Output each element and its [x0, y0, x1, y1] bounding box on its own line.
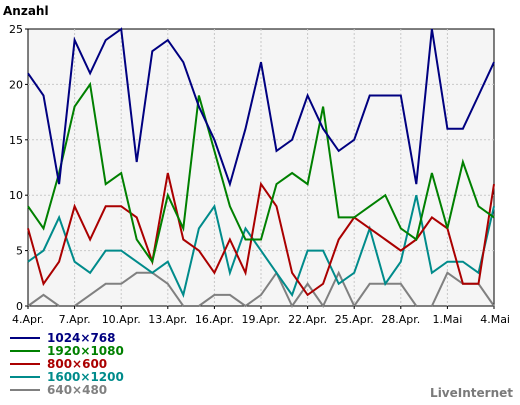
- x-tick-label: 1.Mai: [433, 313, 463, 326]
- legend-label: 1920×1080: [47, 344, 124, 358]
- x-tick-label: 4.Mai: [480, 313, 510, 326]
- series-line-2: [27, 81, 495, 265]
- legend-label: 640×480: [47, 383, 107, 397]
- brand-logo-text: LiveInternet: [430, 386, 513, 400]
- y-tick-label: 0: [16, 300, 23, 313]
- x-axis: 4.Apr. 7.Apr. 10.Apr. 13.Apr. 16.Apr. 19.Apr.…: [12, 306, 510, 326]
- series-line-4: [27, 194, 495, 298]
- x-tick-label: 13.Apr.: [148, 313, 187, 326]
- x-tick-label: 19.Apr.: [241, 313, 280, 326]
- legend-label: 1600×1200: [47, 370, 124, 384]
- y-tick-label: 15: [9, 134, 23, 147]
- y-tick-label: 10: [9, 189, 23, 202]
- x-tick-label: 7.Apr.: [59, 313, 91, 326]
- y-tick-label: 25: [9, 23, 23, 36]
- x-tick-label: 22.Apr.: [288, 313, 327, 326]
- x-tick-label: 25.Apr.: [335, 313, 374, 326]
- series-lines: [27, 27, 495, 308]
- legend-label: 800×600: [47, 357, 107, 371]
- x-tick-label: 28.Apr.: [381, 313, 420, 326]
- y-axis-title: Anzahl: [3, 4, 49, 18]
- series-line-1: [27, 27, 495, 188]
- y-tick-label: 20: [9, 78, 23, 91]
- y-tick-label: 5: [16, 245, 23, 258]
- legend-label: 1024×768: [47, 331, 116, 345]
- x-tick-label: 16.Apr.: [195, 313, 234, 326]
- plot-area: [27, 28, 495, 307]
- x-tick-label: 4.Apr.: [12, 313, 44, 326]
- series-line-5: [27, 270, 495, 308]
- x-tick-label: 10.Apr.: [102, 313, 141, 326]
- y-axis: 0 5 10 15 20 25: [9, 23, 28, 313]
